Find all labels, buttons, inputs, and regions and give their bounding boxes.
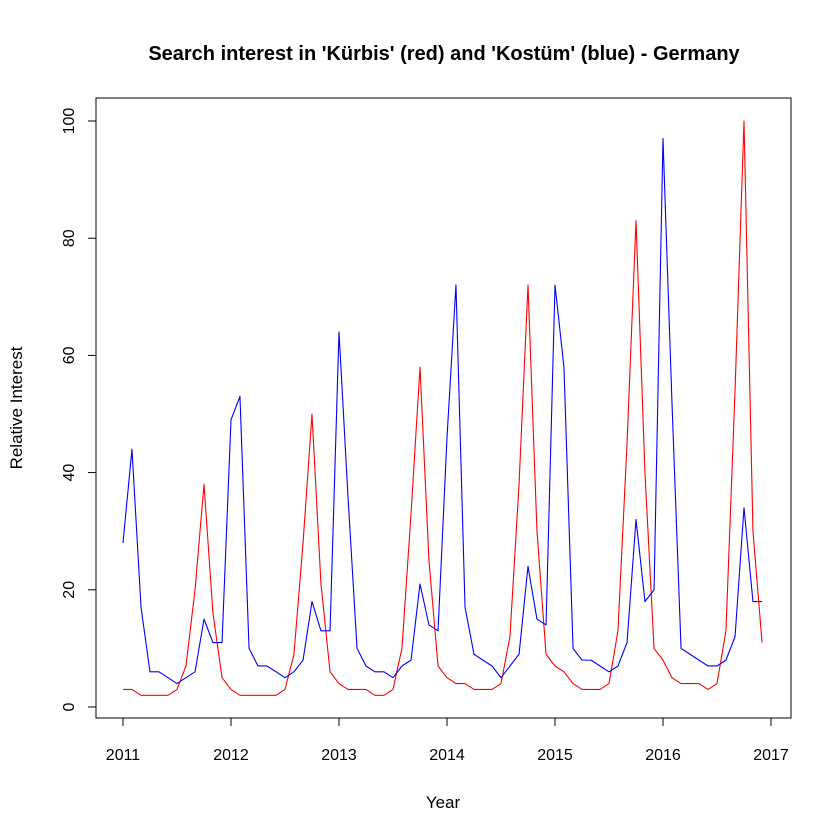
y-axis-label: Relative Interest <box>7 346 26 469</box>
y-tick-label: 0 <box>61 702 78 711</box>
y-tick-label: 20 <box>61 581 78 599</box>
y-tick-label: 100 <box>61 108 78 135</box>
x-tick-label: 2011 <box>106 747 141 764</box>
y-axis: 0 20 40 60 80 100 <box>61 108 97 711</box>
x-axis: 2011 2012 2013 2014 2015 2016 2017 <box>106 717 789 764</box>
y-tick-label: 60 <box>61 346 78 364</box>
x-tick-label: 2012 <box>213 747 249 764</box>
series-line-1 <box>122 138 763 685</box>
series-line-0 <box>123 120 763 696</box>
x-tick-label: 2015 <box>537 747 573 764</box>
chart-title: Search interest in 'Kürbis' (red) and 'K… <box>148 43 740 65</box>
x-tick-label: 2014 <box>429 747 465 764</box>
x-tick-label: 2016 <box>645 747 681 764</box>
x-axis-label: Year <box>426 793 461 812</box>
x-tick-label: 2017 <box>753 747 789 764</box>
y-tick-label: 80 <box>61 229 78 247</box>
series-layer <box>122 120 763 696</box>
y-tick-label: 40 <box>61 464 78 482</box>
x-tick-label: 2013 <box>321 747 357 764</box>
